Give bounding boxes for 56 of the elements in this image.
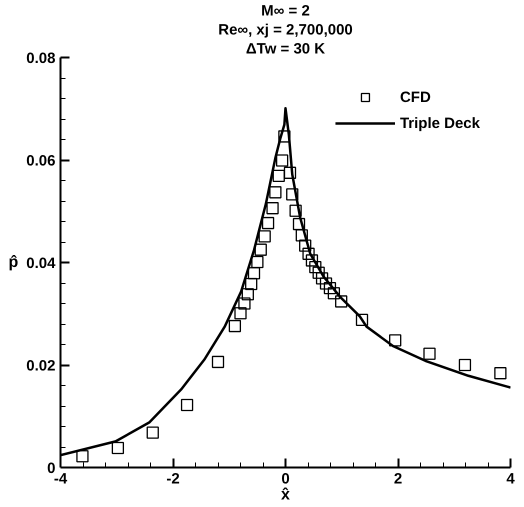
point: [238, 297, 251, 310]
point: [286, 188, 298, 200]
x-tick-label: 0: [281, 470, 290, 488]
point: [228, 320, 242, 332]
x-tick-label: -2: [166, 470, 180, 488]
point: [423, 348, 436, 360]
point: [251, 256, 264, 268]
x-axis-title: x̂: [281, 486, 290, 504]
point: [258, 230, 271, 243]
point: [328, 287, 340, 300]
point: [306, 254, 318, 267]
y-tick-label: 0.04: [26, 255, 56, 272]
point: [389, 334, 402, 347]
point: [278, 130, 291, 143]
point: [335, 295, 348, 308]
point: [276, 154, 288, 167]
point: [262, 216, 274, 230]
chart-subtitle: Re∞, xj = 2,700,000: [218, 22, 353, 38]
legend-label: Triple Deck: [400, 114, 480, 132]
point: [289, 204, 302, 217]
point: [245, 278, 258, 290]
x-tick-label: -4: [54, 470, 68, 488]
point: [234, 307, 247, 320]
y-tick-label: 0: [47, 460, 56, 477]
chart-title: M∞ = 2: [261, 2, 310, 20]
point: [266, 202, 279, 214]
point: [272, 170, 285, 182]
point: [309, 260, 322, 274]
point: [320, 277, 332, 290]
y-tick-label: 0.06: [26, 152, 56, 170]
point: [146, 426, 159, 439]
point: [76, 450, 89, 462]
point: [212, 356, 224, 368]
point: [312, 266, 325, 279]
y-tick-label: 0.08: [26, 50, 56, 67]
legend-label: CFD: [400, 88, 431, 106]
point: [284, 166, 296, 179]
y-axis-title: p̂: [8, 254, 19, 271]
point: [112, 442, 124, 454]
point: [324, 282, 336, 294]
x-tick-label: 4: [506, 470, 516, 488]
point: [269, 186, 282, 198]
point: [180, 398, 194, 412]
point: [248, 267, 260, 280]
point: [458, 358, 472, 372]
point: [299, 239, 312, 252]
point: [494, 367, 507, 380]
x-tick-label: 2: [394, 470, 402, 488]
y-tick-label: 0.02: [26, 358, 56, 374]
point: [316, 272, 328, 285]
point: [254, 244, 267, 256]
point: [242, 288, 254, 300]
point: [302, 248, 315, 260]
point: [292, 218, 306, 230]
text: ΔTw = 30 K: [246, 40, 326, 58]
point: [356, 314, 368, 326]
